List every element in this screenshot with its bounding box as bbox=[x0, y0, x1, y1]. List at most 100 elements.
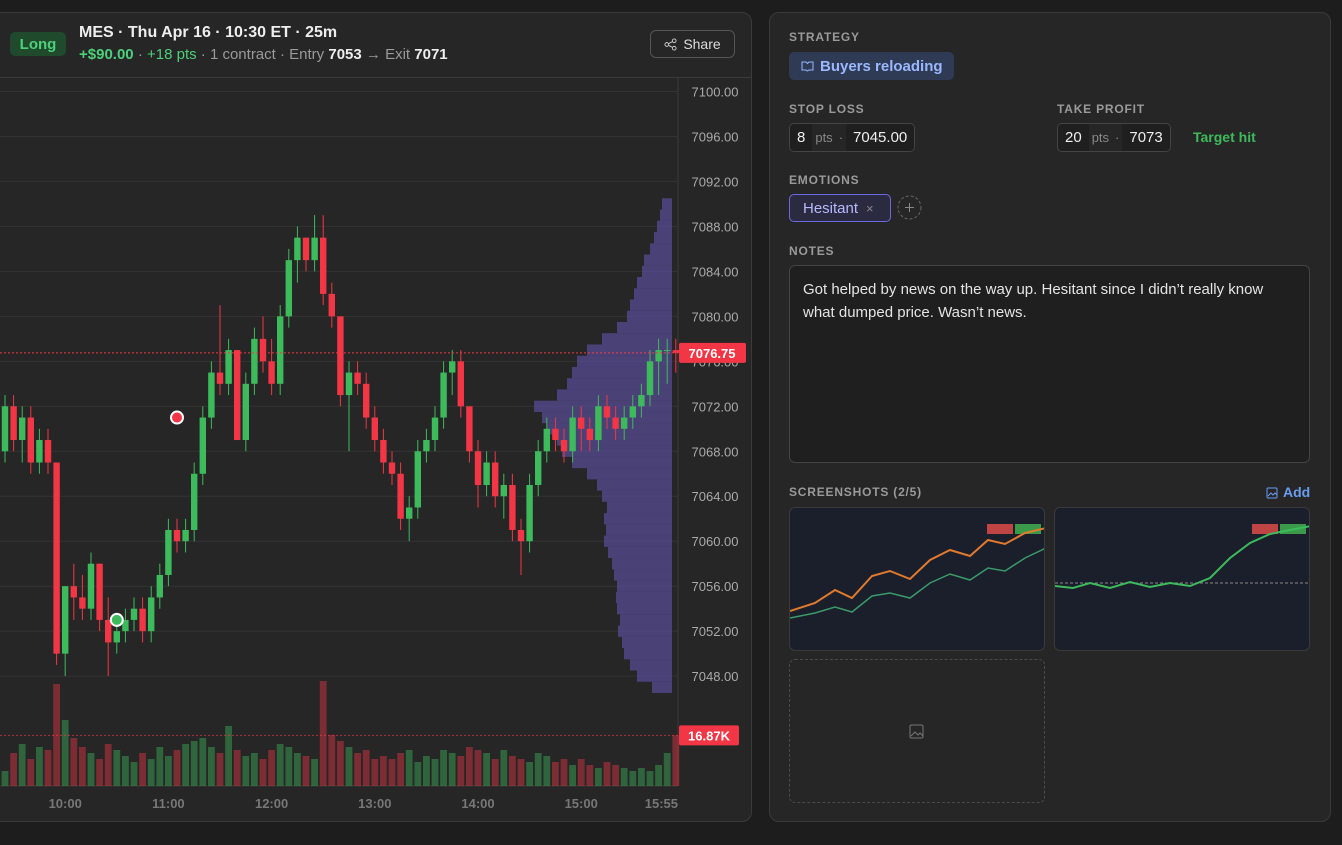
profile-bar bbox=[637, 277, 672, 289]
trade-summary: +$90.00 · +18 pts · 1 contract · Entry 7… bbox=[79, 46, 448, 63]
last-price-box bbox=[679, 342, 746, 363]
add-emotion[interactable] bbox=[897, 195, 922, 220]
stop-loss-field[interactable]: 8 pts · 7045.00 bbox=[789, 123, 916, 152]
candle-body bbox=[569, 417, 576, 452]
x-tick-label: 11:00 bbox=[152, 796, 185, 811]
volume-bar bbox=[388, 759, 396, 786]
emotion-chip: Hesitant × bbox=[789, 194, 891, 222]
take-profit-field[interactable]: 20 pts · 7073 bbox=[1057, 123, 1171, 152]
volume-bar bbox=[345, 747, 353, 786]
last-volume-box bbox=[679, 725, 739, 746]
volume-bar bbox=[294, 753, 301, 786]
volume-bar bbox=[190, 741, 198, 786]
volume-bar bbox=[423, 756, 430, 786]
volume-bar bbox=[319, 681, 327, 786]
volume-bar bbox=[10, 753, 17, 786]
screenshot-placeholder[interactable] bbox=[789, 659, 1045, 803]
profile-bar bbox=[627, 310, 672, 322]
stop-points: 8 bbox=[790, 124, 813, 151]
separator: · bbox=[838, 130, 844, 145]
take-profit-label: TAKE PROFIT bbox=[1057, 102, 1145, 116]
volume-bar bbox=[672, 735, 680, 786]
y-tick-label: 7100.00 bbox=[692, 84, 739, 99]
volume-bar bbox=[36, 747, 43, 786]
y-tick-label: 7060.00 bbox=[692, 534, 739, 549]
candle-body bbox=[27, 417, 34, 463]
candle-body bbox=[388, 462, 396, 474]
candle-body bbox=[87, 563, 95, 609]
profile-bar bbox=[644, 254, 672, 266]
volume-bar bbox=[104, 744, 112, 786]
y-tick-label: 7088.00 bbox=[692, 219, 739, 234]
profile-bar bbox=[617, 603, 672, 615]
candle-body bbox=[199, 417, 206, 474]
candle-body bbox=[492, 462, 499, 497]
share-label: Share bbox=[683, 36, 721, 52]
volume-bar bbox=[569, 765, 576, 786]
volume-bar bbox=[457, 756, 465, 786]
volume-bar bbox=[216, 753, 224, 786]
candle-body bbox=[53, 462, 60, 654]
volume-bar bbox=[233, 750, 241, 786]
candle-body bbox=[345, 372, 353, 396]
candle-body bbox=[655, 350, 662, 362]
y-tick-label: 7052.00 bbox=[692, 624, 739, 639]
profile-bar bbox=[616, 591, 672, 604]
profile-bar bbox=[657, 220, 672, 233]
volume-bar bbox=[509, 756, 516, 786]
notes-textarea[interactable]: Got helped by news on the way up. Hesita… bbox=[789, 265, 1310, 463]
candle-body bbox=[560, 440, 568, 452]
remove-emotion[interactable]: × bbox=[866, 200, 874, 216]
x-tick-label: 14:00 bbox=[461, 796, 494, 811]
candle-body bbox=[646, 361, 654, 396]
profile-bar bbox=[567, 378, 672, 390]
profile-bar bbox=[577, 355, 672, 367]
volume-bar bbox=[173, 750, 181, 786]
share-button[interactable]: Share bbox=[650, 30, 735, 58]
strategy-chip[interactable]: Buyers reloading bbox=[789, 52, 954, 80]
profile-bar bbox=[614, 569, 672, 581]
profile-bar bbox=[630, 299, 672, 311]
candle-body bbox=[311, 237, 318, 261]
strategy-label: STRATEGY bbox=[789, 30, 860, 44]
candle-body bbox=[105, 619, 112, 643]
profile-bar bbox=[620, 614, 672, 626]
y-tick-label: 7096.00 bbox=[692, 129, 739, 144]
candle-body bbox=[406, 507, 413, 519]
separator: · bbox=[280, 46, 285, 63]
share-icon bbox=[664, 37, 677, 51]
candle-body bbox=[612, 417, 619, 429]
image-add-icon bbox=[1266, 487, 1278, 498]
volume-bar bbox=[44, 750, 52, 786]
profile-bar bbox=[642, 265, 672, 278]
candle-body bbox=[483, 462, 490, 486]
last-price-label: 7076.75 bbox=[689, 346, 736, 361]
profile-bar bbox=[617, 580, 672, 592]
volume-bar bbox=[259, 759, 267, 786]
candle-body bbox=[517, 529, 525, 542]
screenshot-thumbnail[interactable] bbox=[1054, 507, 1310, 651]
candle-body bbox=[285, 260, 292, 317]
x-tick-label: 15:55 bbox=[645, 796, 678, 811]
volume-bar bbox=[156, 747, 164, 786]
volume-bar bbox=[414, 762, 422, 786]
y-tick-label: 7072.00 bbox=[692, 399, 739, 414]
volume-bar bbox=[337, 741, 344, 786]
candle-body bbox=[363, 383, 370, 418]
candle-body bbox=[62, 586, 69, 654]
candle-body bbox=[423, 440, 430, 452]
volume-bar bbox=[474, 750, 482, 786]
candle-body bbox=[156, 574, 163, 598]
volume-bar bbox=[27, 759, 35, 786]
volume-bar bbox=[70, 738, 78, 786]
volume-bar bbox=[251, 753, 258, 786]
exit-marker bbox=[170, 410, 184, 425]
add-screenshot[interactable]: Add bbox=[1266, 484, 1310, 500]
x-tick-label: 10:00 bbox=[49, 796, 82, 811]
screenshot-thumbnail[interactable] bbox=[789, 507, 1045, 651]
candle-body bbox=[242, 383, 249, 441]
candle-body bbox=[629, 406, 636, 418]
candle-body bbox=[380, 440, 387, 463]
separator: · bbox=[200, 46, 206, 63]
